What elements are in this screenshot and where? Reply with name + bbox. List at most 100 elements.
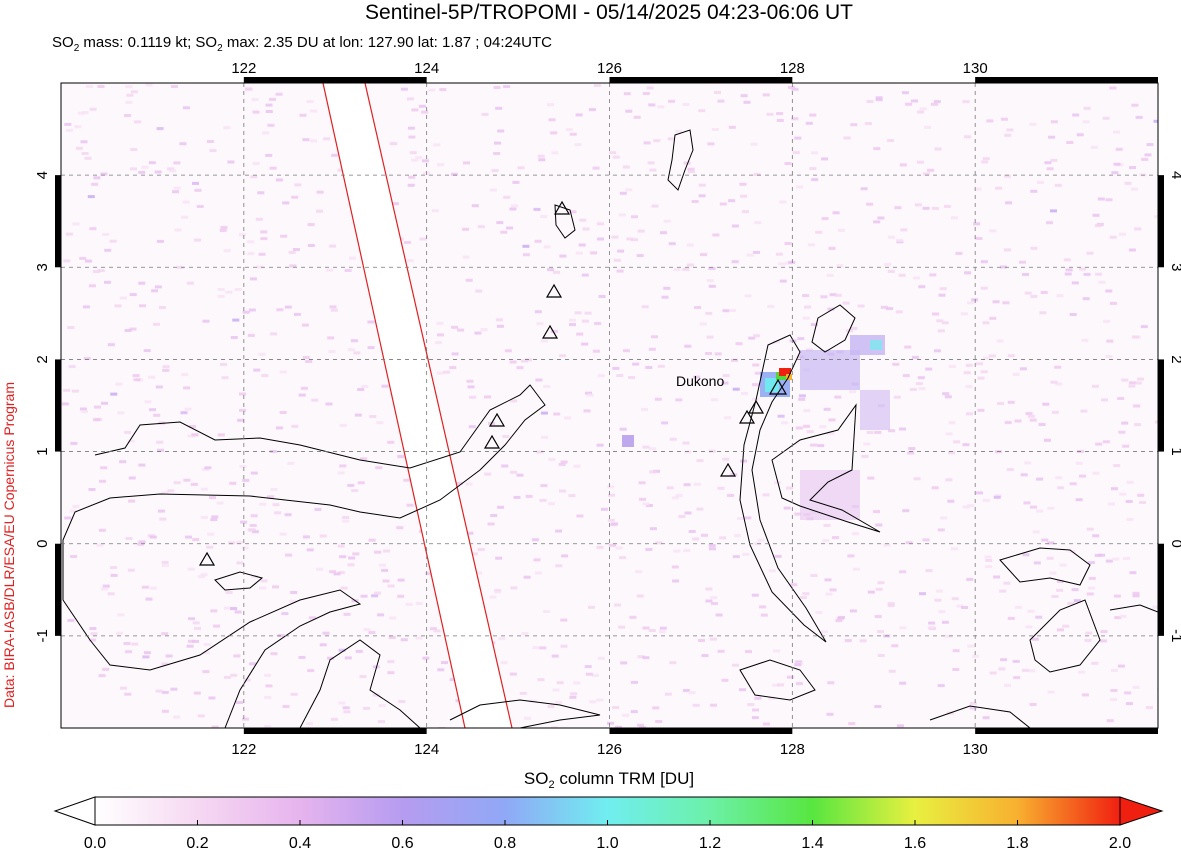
so2-pixel bbox=[107, 592, 115, 596]
so2-pixel bbox=[754, 371, 762, 375]
so2-pixel bbox=[298, 393, 306, 397]
so2-pixel bbox=[669, 661, 677, 665]
so2-pixel bbox=[355, 649, 363, 653]
so2-pixel bbox=[323, 137, 331, 141]
so2-pixel bbox=[1042, 402, 1050, 406]
so2-pixel bbox=[310, 139, 317, 143]
so2-pixel bbox=[367, 320, 375, 324]
so2-pixel bbox=[378, 704, 386, 707]
so2-pixel bbox=[740, 459, 748, 463]
so2-pixel bbox=[583, 409, 591, 413]
so2-pixel bbox=[436, 371, 444, 375]
so2-pixel bbox=[1129, 381, 1136, 385]
so2-pixel bbox=[902, 509, 910, 513]
so2-pixel bbox=[535, 378, 543, 382]
so2-pixel bbox=[683, 161, 691, 165]
so2-pixel bbox=[933, 349, 941, 353]
so2-pixel bbox=[559, 254, 567, 258]
so2-pixel bbox=[892, 362, 900, 366]
so2-pixel bbox=[1102, 116, 1110, 120]
so2-pixel bbox=[88, 638, 96, 642]
so2-pixel bbox=[255, 217, 263, 221]
so2-pixel bbox=[270, 652, 278, 656]
so2-pixel bbox=[705, 352, 712, 355]
so2-pixel bbox=[252, 110, 260, 114]
so2-pixel bbox=[932, 312, 940, 316]
so2-pixel bbox=[1081, 338, 1089, 342]
so2-pixel bbox=[477, 548, 485, 551]
so2-pixel bbox=[1121, 378, 1129, 382]
so2-pixel bbox=[1055, 382, 1063, 386]
so2-pixel bbox=[316, 567, 324, 571]
so2-pixel bbox=[700, 253, 707, 257]
so2-pixel bbox=[737, 517, 745, 520]
so2-pixel bbox=[864, 122, 872, 126]
so2-pixel bbox=[582, 319, 589, 323]
so2-pixel bbox=[654, 397, 662, 401]
so2-pixel bbox=[1046, 221, 1053, 225]
so2-pixel bbox=[649, 527, 657, 531]
colorbar-tick-label: 1.8 bbox=[1006, 835, 1028, 852]
so2-pixel bbox=[553, 412, 561, 416]
so2-pixel bbox=[509, 207, 517, 211]
so2-pixel bbox=[706, 279, 714, 283]
so2-pixel bbox=[1038, 423, 1046, 427]
so2-pixel bbox=[788, 260, 796, 264]
so2-pixel bbox=[1091, 661, 1099, 665]
so2-pixel bbox=[982, 157, 990, 161]
so2-pixel bbox=[619, 427, 627, 431]
so2-pixel bbox=[961, 606, 969, 609]
so2-pixel bbox=[209, 496, 216, 500]
so2-pixel bbox=[910, 99, 918, 103]
so2-pixel bbox=[72, 504, 80, 508]
so2-pixel bbox=[241, 546, 249, 550]
so2-pixel bbox=[259, 502, 267, 506]
so2-pixel bbox=[728, 199, 736, 203]
so2-pixel bbox=[130, 167, 137, 171]
so2-pixel bbox=[675, 129, 682, 133]
so2-pixel bbox=[1022, 668, 1030, 672]
so2-pixel bbox=[534, 239, 542, 243]
credit: Data: BIRA-IASB/DLR/ESA/EU Copernicus Pr… bbox=[1, 382, 17, 708]
so2-pixel bbox=[534, 310, 542, 314]
so2-pixel bbox=[807, 243, 815, 247]
so2-pixel bbox=[431, 209, 439, 213]
so2-pixel bbox=[1094, 553, 1102, 557]
so2-pixel bbox=[1046, 167, 1054, 171]
so2-pixel bbox=[415, 156, 423, 160]
frame-bar bbox=[975, 77, 1158, 83]
so2-pixel bbox=[1118, 232, 1126, 236]
so2-pixel bbox=[433, 629, 441, 633]
so2-pixel bbox=[589, 700, 597, 704]
so2-pixel bbox=[120, 686, 127, 690]
so2-pixel bbox=[776, 119, 784, 122]
so2-pixel bbox=[102, 667, 110, 671]
so2-pixel bbox=[638, 481, 646, 485]
so2-pixel bbox=[1106, 719, 1114, 723]
so2-pixel bbox=[636, 254, 644, 258]
so2-pixel bbox=[894, 206, 902, 210]
so2-pixel bbox=[1095, 442, 1103, 446]
so2-pixel bbox=[249, 662, 257, 666]
so2-pixel bbox=[947, 499, 955, 503]
so2-pixel bbox=[192, 621, 200, 625]
so2-pixel bbox=[827, 681, 835, 685]
so2-pixel bbox=[538, 158, 546, 162]
so2-pixel bbox=[277, 634, 285, 637]
so2-pixel bbox=[642, 445, 650, 449]
so2-pixel bbox=[250, 471, 258, 475]
so2-pixel bbox=[678, 515, 686, 518]
so2-pixel bbox=[768, 696, 776, 700]
so2-pixel bbox=[329, 570, 337, 574]
so2-pixel bbox=[210, 609, 218, 613]
so2-pixel bbox=[1109, 235, 1117, 239]
so2-pixel bbox=[1049, 571, 1057, 575]
so2-pixel bbox=[1025, 625, 1033, 629]
so2-pixel bbox=[84, 156, 92, 160]
so2-pixel bbox=[202, 319, 210, 323]
so2-pixel bbox=[983, 356, 991, 360]
so2-pixel bbox=[125, 537, 133, 540]
so2-pixel bbox=[88, 488, 96, 491]
so2-pixel bbox=[307, 223, 315, 227]
so2-pixel bbox=[848, 722, 856, 726]
